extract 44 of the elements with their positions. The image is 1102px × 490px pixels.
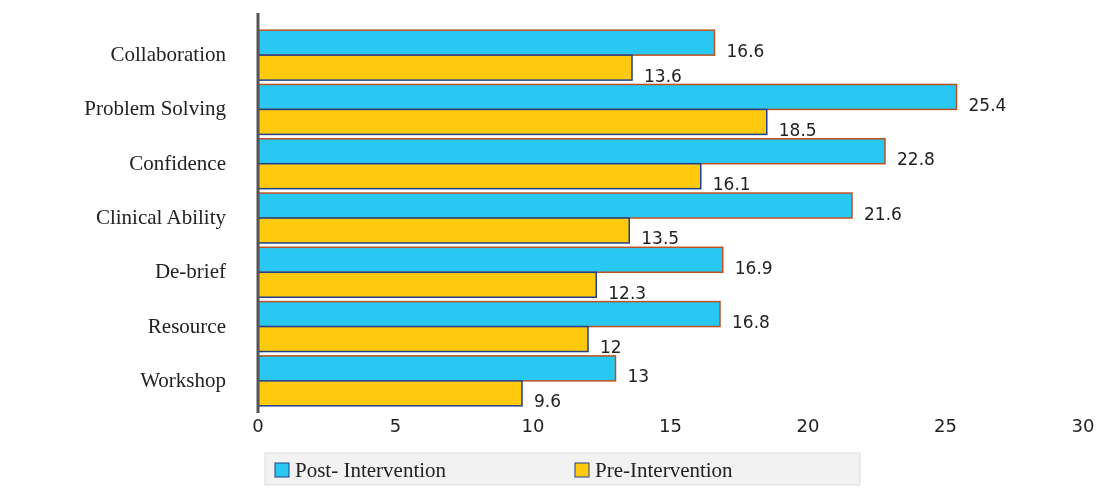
data-label: 9.6: [534, 391, 562, 412]
x-tick-label: 25: [934, 415, 957, 436]
bar: [257, 325, 589, 353]
x-tick-label: 15: [659, 415, 682, 436]
bar: [257, 192, 853, 219]
y-tick-label: Clinical Ability: [95, 205, 227, 229]
data-label: 25.4: [968, 94, 1007, 115]
data-label: 13: [627, 366, 650, 387]
x-tick-label: 0: [252, 415, 264, 436]
bar: [257, 246, 724, 274]
legend-label: Post- Intervention: [295, 458, 447, 482]
y-tick-label: De-brief: [154, 259, 226, 284]
y-tick-label: Confidence: [129, 150, 226, 175]
data-label: 16.6: [726, 40, 765, 61]
bar: [257, 380, 523, 407]
data-label: 22.8: [897, 149, 935, 170]
y-tick-label: Resource: [147, 313, 226, 338]
data-label: 12: [600, 337, 622, 358]
data-label: 13.6: [644, 65, 682, 86]
y-tick-label: Workshop: [140, 367, 226, 392]
data-label: 16.1: [712, 174, 751, 195]
data-label: 21.6: [864, 203, 902, 224]
data-label: 18.5: [778, 119, 817, 140]
data-label: 16.8: [732, 312, 770, 333]
bar: [257, 162, 702, 190]
y-tick-label: Collaboration: [110, 42, 227, 67]
data-label: 12.3: [608, 282, 647, 303]
x-tick-label: 20: [796, 415, 820, 436]
bar: [257, 271, 597, 299]
bar: [257, 54, 633, 81]
x-tick-label: 5: [389, 415, 402, 436]
legend-label: Pre-Intervention: [595, 458, 734, 482]
x-tick-label: 30: [1071, 415, 1095, 436]
bar: [257, 29, 716, 56]
bar: [257, 137, 886, 165]
bar: [257, 300, 721, 328]
y-tick-label: Problem Solving: [84, 96, 227, 121]
x-tick-label: 10: [521, 415, 545, 436]
data-label: 16.9: [734, 257, 773, 278]
bar: [257, 108, 768, 136]
bar: [257, 355, 617, 382]
data-label: 13.5: [641, 228, 680, 249]
bar: [257, 217, 630, 244]
bar: [257, 83, 958, 111]
